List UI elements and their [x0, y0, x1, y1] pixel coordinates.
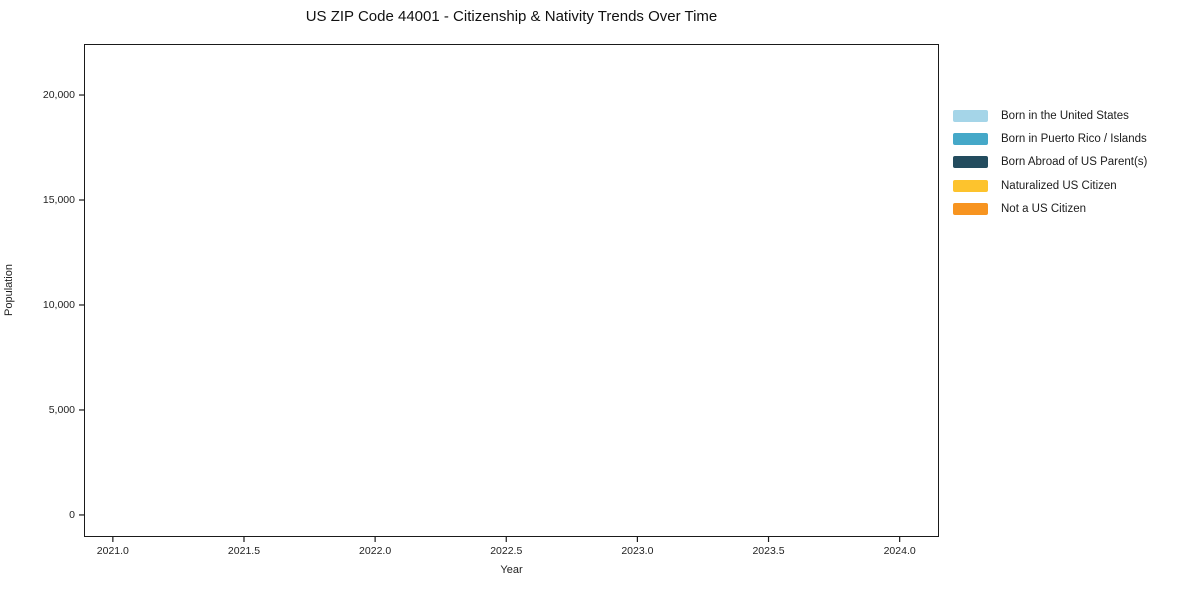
x-tick-label: 2022.0	[359, 545, 392, 557]
x-tick-label: 2023.0	[621, 545, 654, 557]
legend-item-1: Born in Puerto Rico / Islands	[953, 127, 1147, 150]
legend-item-4: Not a US Citizen	[953, 198, 1147, 221]
plot-area	[84, 44, 939, 537]
legend-label: Born in Puerto Rico / Islands	[1001, 133, 1147, 146]
legend: Born in the United States Born in Puerto …	[953, 104, 1147, 221]
y-axis-label: Population	[3, 264, 15, 316]
x-tick-label: 2022.5	[490, 545, 523, 557]
x-tick-label: 2023.5	[752, 545, 785, 557]
x-tick-label: 2021.5	[227, 545, 261, 557]
legend-label: Not a US Citizen	[1001, 203, 1087, 216]
legend-item-2: Born Abroad of US Parent(s)	[953, 151, 1147, 174]
y-tick-label: 5,000	[48, 403, 75, 416]
y-tick-label: 10,000	[42, 298, 75, 311]
legend-label: Born Abroad of US Parent(s)	[1001, 156, 1148, 169]
legend-item-3: Naturalized US Citizen	[953, 174, 1147, 197]
legend-swatch-icon	[953, 109, 988, 122]
legend-label: Naturalized US Citizen	[1001, 179, 1117, 192]
legend-label: Born in the United States	[1001, 109, 1129, 122]
legend-swatch-icon	[953, 203, 988, 216]
legend-swatch-icon	[953, 133, 988, 146]
legend-swatch-icon	[953, 156, 988, 169]
legend-swatch-icon	[953, 179, 988, 192]
y-tick-label: 0	[69, 508, 75, 521]
legend-item-0: Born in the United States	[953, 104, 1147, 127]
x-tick-label: 2021.0	[96, 545, 129, 557]
x-axis-label: Year	[500, 564, 523, 576]
y-tick-label: 15,000	[42, 194, 75, 206]
chart-title: US ZIP Code 44001 - Citizenship & Nativi…	[305, 8, 718, 25]
x-tick-label: 2024.0	[883, 545, 916, 557]
y-tick-label: 20,000	[42, 89, 75, 102]
